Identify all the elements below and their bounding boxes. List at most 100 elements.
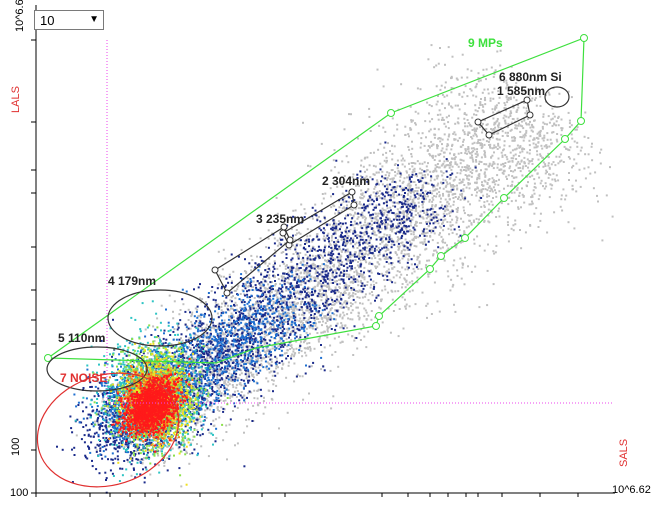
scatter-point	[304, 240, 307, 242]
scatter-point	[490, 156, 493, 159]
scatter-point	[194, 393, 197, 396]
scatter-point	[398, 179, 401, 182]
scatter-point	[385, 199, 388, 202]
scatter-point	[295, 302, 298, 305]
scatter-point	[329, 309, 332, 312]
scatter-point	[456, 217, 459, 220]
scatter-point	[281, 367, 283, 370]
scatter-point	[326, 330, 329, 333]
scatter-point	[510, 157, 513, 160]
scatter-point	[266, 265, 269, 267]
scatter-point	[155, 428, 158, 431]
scatter-point	[474, 104, 477, 107]
scatter-point	[358, 202, 361, 205]
scatter-point	[503, 140, 506, 143]
scatter-point	[245, 418, 248, 421]
scatter-point	[537, 90, 540, 93]
scatter-point	[267, 276, 270, 279]
scatter-point	[302, 341, 305, 344]
scatter-point	[391, 230, 394, 233]
scatter-point	[469, 156, 472, 159]
scatter-point	[486, 123, 489, 126]
scatter-point	[196, 308, 199, 311]
scatter-point	[180, 410, 183, 413]
scatter-point	[307, 271, 310, 274]
scatter-point	[438, 191, 441, 194]
scatter-point	[293, 353, 296, 356]
scatter-point	[462, 206, 465, 209]
scatter-point	[252, 312, 255, 315]
scatter-point	[320, 299, 323, 302]
scatter-point	[538, 165, 540, 168]
scatter-point	[491, 154, 494, 157]
scatter-point	[484, 154, 487, 157]
scatter-point	[392, 204, 395, 207]
scatter-point	[496, 174, 499, 177]
scatter-point	[326, 325, 328, 328]
scatter-point	[255, 373, 258, 376]
scatter-point	[376, 196, 379, 199]
scatter-point	[404, 238, 407, 241]
scatter-point	[382, 209, 385, 211]
scatter-point	[529, 160, 531, 163]
scatter-point	[423, 181, 426, 184]
scatter-point	[429, 170, 432, 173]
scatter-point	[515, 188, 518, 191]
scatter-point	[531, 123, 533, 126]
scatter-point	[563, 145, 566, 148]
scatter-point	[511, 149, 514, 152]
scatter-point	[413, 181, 416, 183]
scatter-point	[302, 398, 305, 401]
scatter-point	[437, 95, 439, 97]
scatter-point	[401, 204, 404, 207]
scatter-point	[194, 363, 197, 366]
scatter-point	[385, 225, 388, 228]
scatter-point	[126, 445, 128, 447]
scatter-point	[442, 229, 445, 232]
scatter-point	[439, 47, 441, 49]
scatter-point	[494, 69, 497, 72]
scatter-point	[265, 352, 268, 355]
scatter-point	[211, 383, 213, 386]
scatter-point	[362, 284, 365, 287]
scatter-point	[199, 352, 202, 355]
scatter-point	[519, 170, 522, 173]
scatter-point	[404, 278, 407, 281]
scatter-point	[232, 359, 235, 362]
scatter-point	[303, 271, 306, 273]
scatter-point	[430, 145, 433, 147]
scatter-point	[275, 365, 278, 368]
scatter-point	[216, 406, 219, 409]
scatter-point	[511, 139, 514, 142]
scatter-point	[323, 235, 326, 238]
scatter-point	[482, 138, 485, 141]
scatter-point	[447, 195, 450, 198]
scatter-point	[360, 164, 362, 167]
scatter-point	[352, 281, 355, 284]
scatter-point	[359, 226, 362, 229]
scatter-point	[204, 409, 207, 412]
scatter-point	[430, 217, 433, 220]
scatter-point	[316, 277, 319, 280]
scatter-point	[276, 302, 279, 305]
scatter-point	[271, 308, 274, 311]
scatter-point	[356, 271, 358, 274]
scatter-point	[432, 227, 435, 230]
scatter-point	[235, 328, 238, 331]
scatter-point	[280, 303, 283, 306]
scatter-point	[242, 330, 245, 333]
scatter-point	[449, 215, 452, 217]
scatter-point	[538, 176, 541, 179]
scatter-point	[413, 270, 416, 273]
scatter-point	[526, 158, 529, 161]
scatter-point	[384, 288, 387, 291]
scatter-point	[211, 326, 214, 329]
scatter-point	[374, 195, 377, 198]
scatter-point	[392, 192, 394, 195]
scatter-point	[426, 259, 429, 262]
scatter-point	[402, 157, 404, 160]
scatter-point	[228, 383, 231, 386]
scatter-point	[406, 274, 408, 276]
scatter-point	[205, 417, 208, 419]
scatter-point	[250, 366, 253, 369]
